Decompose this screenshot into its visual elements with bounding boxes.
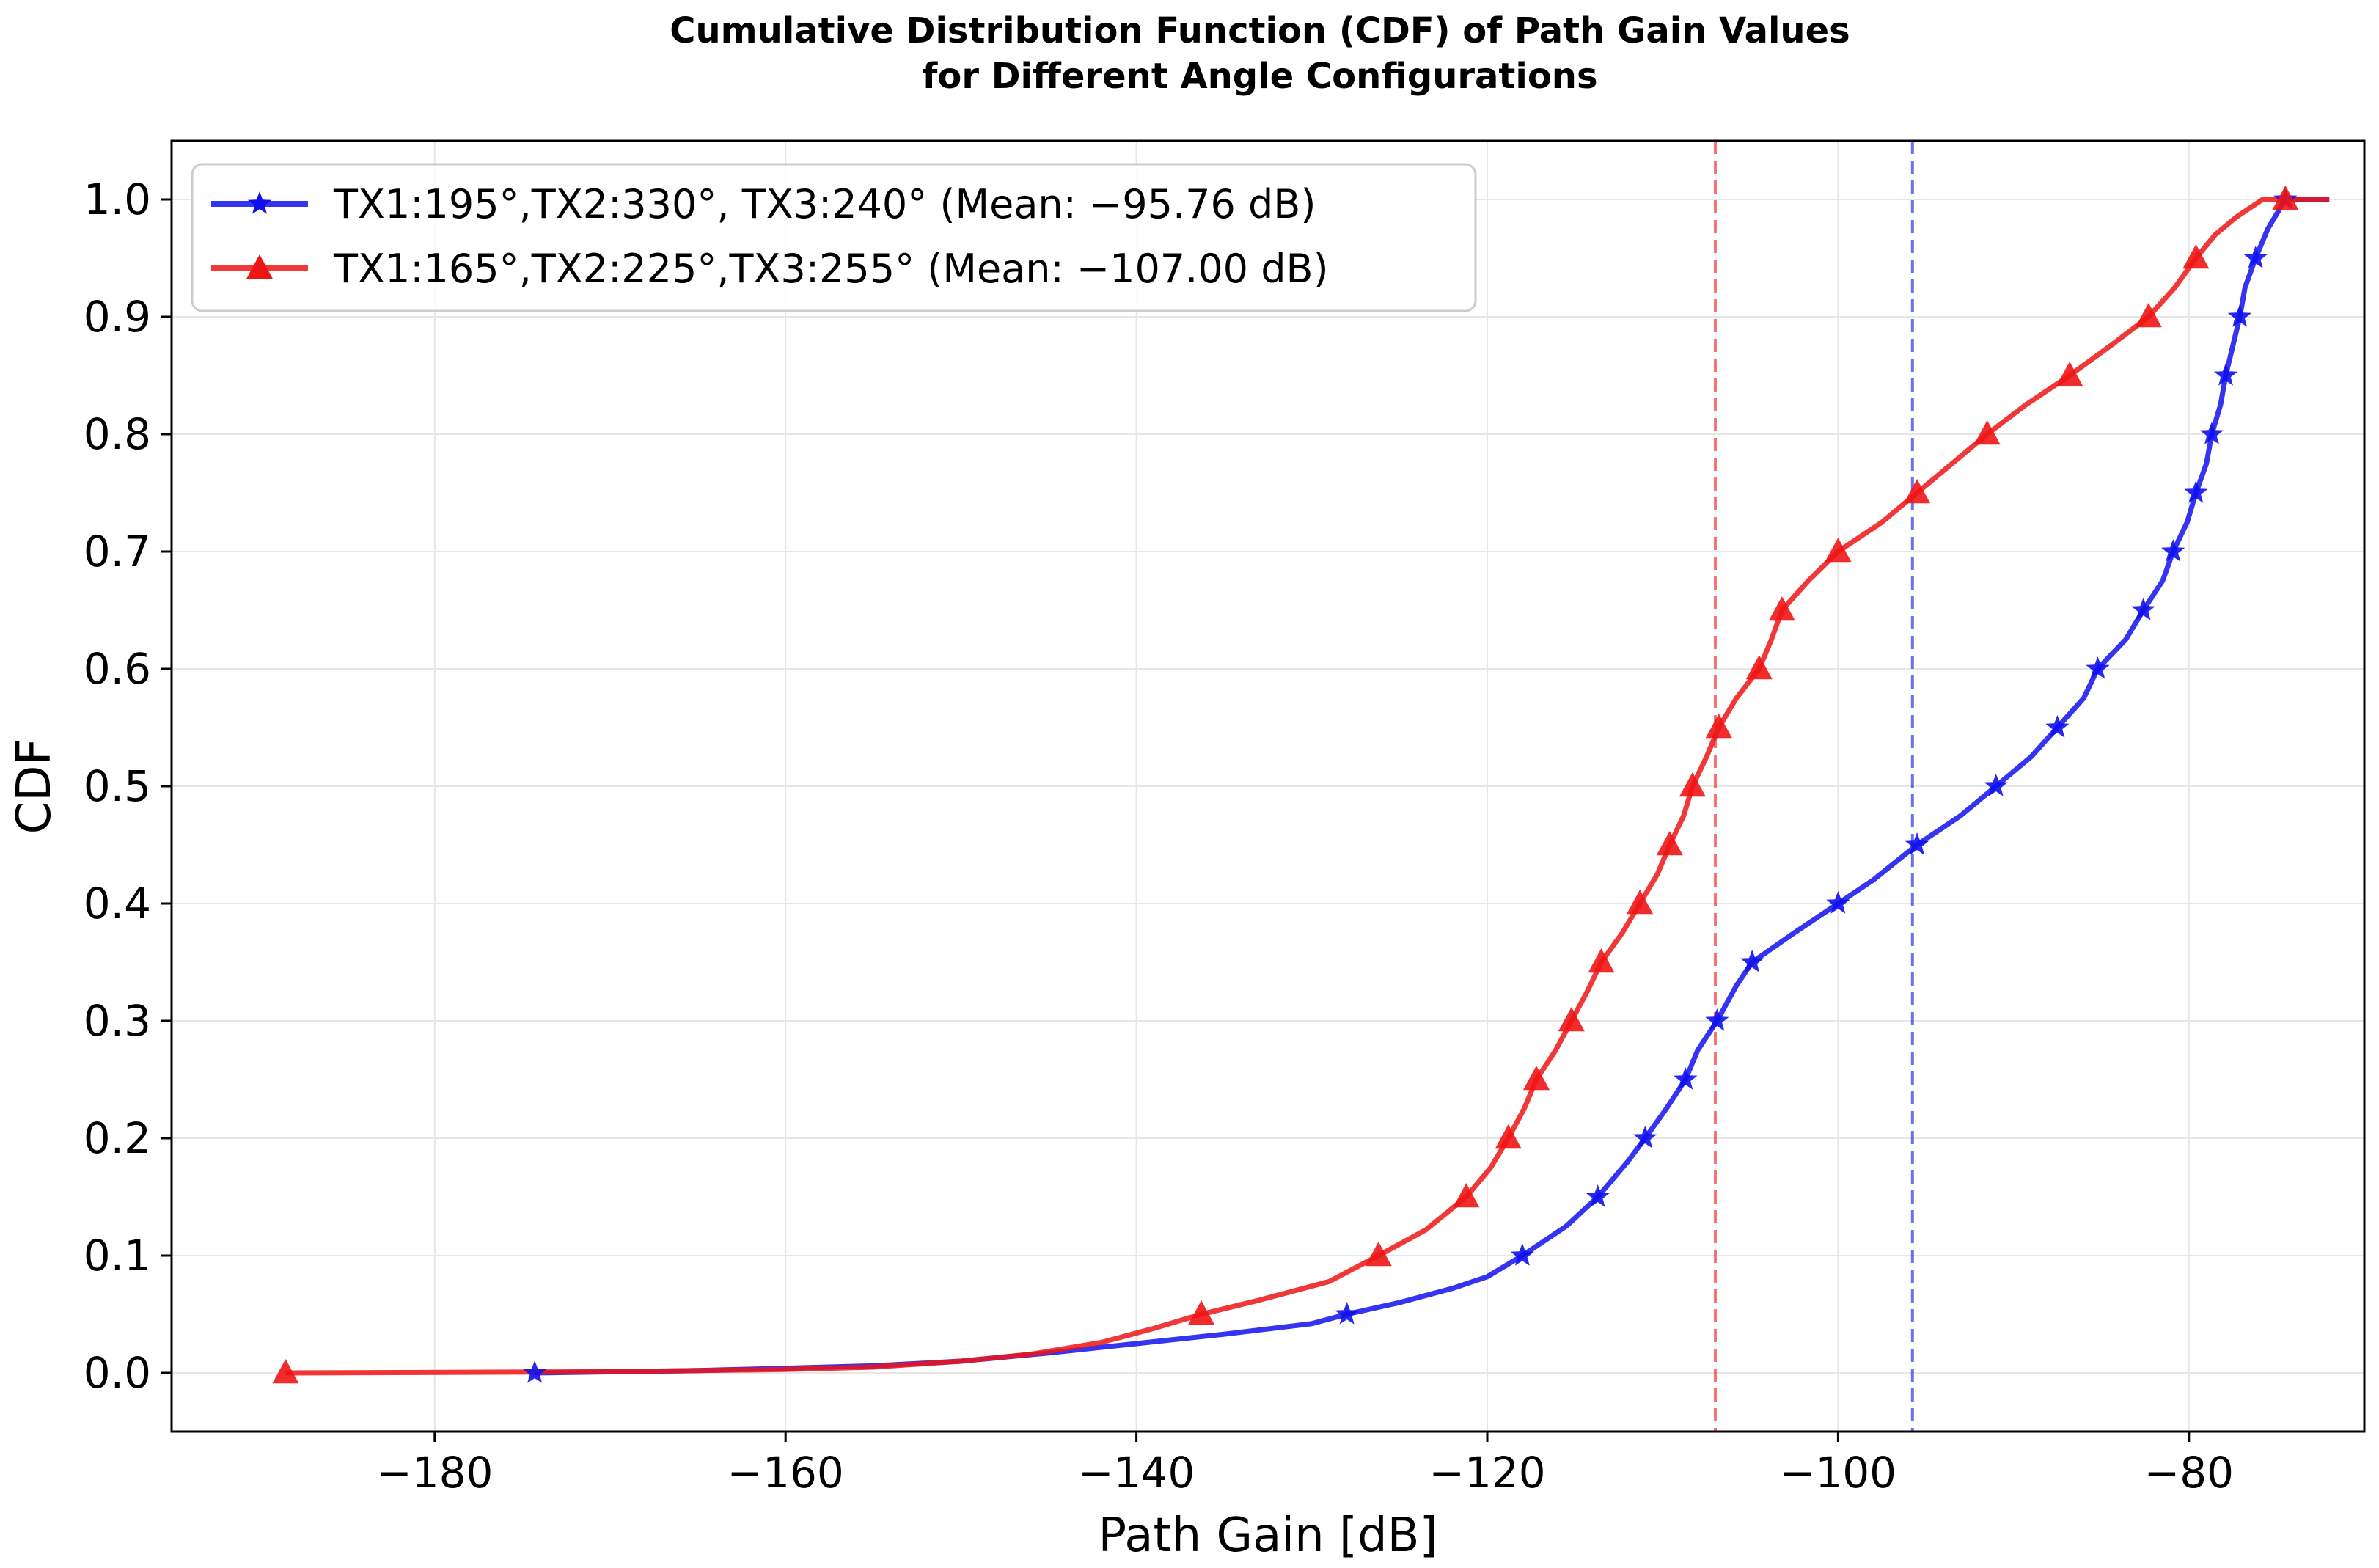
legend: TX1:195°,TX2:330°, TX3:240° (Mean: −95.7…: [191, 163, 1477, 312]
data-point-blue: [1335, 1302, 1359, 1325]
x-tick-label: −120: [1429, 1448, 1545, 1498]
data-point-red: [1705, 714, 1732, 739]
data-point-red: [1768, 596, 1795, 621]
x-tick-label: −100: [1780, 1448, 1896, 1498]
y-tick-label: 0.6: [84, 644, 151, 694]
legend-label-blue: TX1:195°,TX2:330°, TX3:240° (Mean: −95.7…: [333, 181, 1316, 227]
chart-title-line-1: Cumulative Distribution Function (CDF) o…: [670, 10, 1850, 51]
x-axis-label: Path Gain [dB]: [1099, 1509, 1438, 1563]
data-point-red: [1679, 772, 1706, 797]
x-tick-label: −140: [1078, 1448, 1195, 1498]
data-point-red: [1588, 948, 1615, 973]
data-point-blue: [2086, 656, 2110, 679]
data-point-red: [1522, 1066, 1550, 1091]
data-point-red: [1627, 890, 1654, 915]
y-tick-label: 0.7: [84, 527, 151, 576]
data-point-blue: [1633, 1126, 1657, 1148]
y-tick-label: 0.5: [84, 761, 151, 811]
data-point-red: [1365, 1242, 1392, 1267]
grid-lines: [172, 141, 2364, 1432]
x-tick-label: −180: [376, 1448, 493, 1498]
data-point-red: [2056, 362, 2083, 386]
data-point-blue: [2243, 246, 2268, 268]
y-tick-label: 0.9: [84, 292, 151, 342]
data-point-red: [1973, 420, 2001, 445]
data-point-blue: [1826, 891, 1850, 914]
data-point-red: [1453, 1183, 1480, 1208]
y-tick-label: 0.1: [84, 1231, 151, 1281]
y-tick-label: 0.3: [84, 996, 151, 1046]
data-point-blue: [2131, 598, 2155, 620]
y-tick-label: 0.4: [84, 879, 151, 928]
axis-ticks: −180 −160 −140 −120 −100 −80 0.0 0.1 0.2 0.3 0.4 0.…: [84, 175, 2234, 1498]
data-point-blue: [1905, 832, 1929, 855]
data-point-blue: [2199, 422, 2224, 444]
y-tick-label: 0.0: [84, 1348, 151, 1398]
data-point-blue: [2213, 363, 2238, 386]
data-point-red: [272, 1359, 299, 1384]
data-point-red: [1745, 655, 1773, 680]
legend-box: [191, 163, 1477, 312]
data-point-red: [2135, 303, 2162, 328]
series-group: [272, 186, 2330, 1384]
data-point-blue: [2228, 304, 2252, 327]
data-point-blue: [1984, 774, 2008, 796]
legend-label-red: TX1:165°,TX2:225°,TX3:255° (Mean: −107.0…: [333, 246, 1329, 292]
chart-title-line-2: for Different Angle Configurations: [922, 56, 1597, 97]
data-point-blue: [2184, 480, 2208, 503]
data-point-blue: [1674, 1067, 1698, 1090]
data-point-red: [1188, 1300, 1215, 1325]
legend-triangle-marker: [246, 254, 274, 279]
data-point-red: [1558, 1007, 1585, 1032]
data-point-red: [1495, 1124, 1522, 1149]
y-tick-label: 0.2: [84, 1113, 151, 1163]
data-point-blue: [522, 1360, 547, 1383]
data-point-red: [2182, 244, 2210, 269]
data-point-red: [1903, 479, 1931, 504]
data-point-red: [2272, 186, 2299, 210]
y-tick-label: 1.0: [84, 175, 151, 224]
data-point-blue: [1510, 1243, 1535, 1266]
data-point-blue: [1705, 1008, 1729, 1031]
data-point-blue: [1586, 1184, 1610, 1207]
data-point-blue: [2045, 715, 2070, 738]
data-point-red: [1825, 538, 1852, 563]
y-axis-label: CDF: [7, 739, 62, 835]
y-tick-label: 0.8: [84, 409, 151, 459]
x-tick-label: −80: [2144, 1448, 2234, 1498]
legend-star-marker: [247, 191, 272, 214]
data-point-blue: [1740, 950, 1764, 972]
mean-lines: [1713, 141, 1914, 1432]
x-tick-label: −160: [727, 1448, 844, 1498]
data-point-red: [1656, 831, 1683, 856]
data-point-blue: [2161, 539, 2185, 562]
